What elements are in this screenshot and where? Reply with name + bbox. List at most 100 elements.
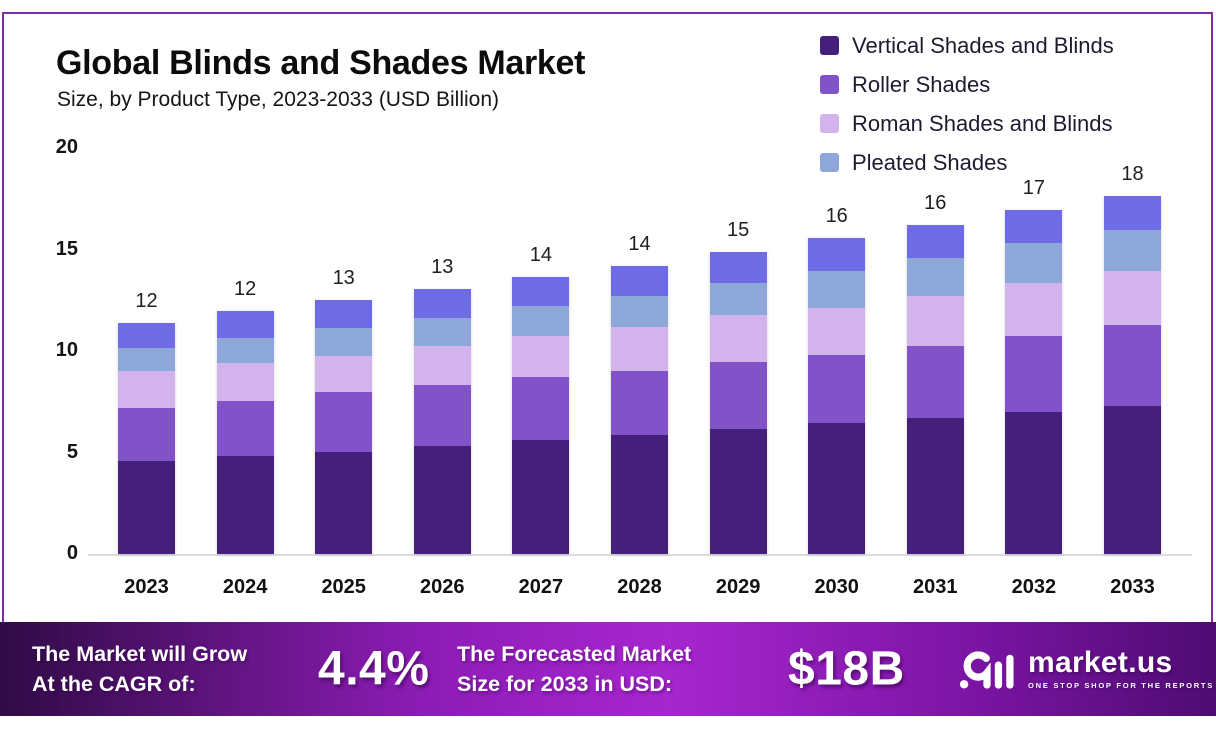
- x-tick-label: 2028: [617, 576, 662, 598]
- bar-segment: [413, 317, 471, 346]
- bar-total-label: 16: [924, 192, 947, 215]
- bar-segment: [118, 371, 175, 408]
- forecast-label-line1: The Forecasted Market: [457, 642, 692, 666]
- bar-segment: [1005, 243, 1063, 284]
- cagr-label: The Market will Grow At the CAGR of:: [32, 639, 247, 699]
- cagr-value: 4.4%: [318, 642, 430, 696]
- bar-segment: [512, 335, 570, 378]
- bar-total-label: 17: [1022, 176, 1046, 199]
- stacked-bar-2028: [611, 265, 668, 554]
- bar-total-label: 13: [431, 256, 454, 279]
- stacked-bar-2025: [315, 300, 373, 554]
- y-tick-label: 10: [55, 339, 78, 361]
- bar-segment: [1005, 209, 1063, 244]
- stacked-bar-2029: [709, 251, 767, 554]
- stacked-bar-2024: [216, 311, 274, 554]
- bar-segment: [611, 326, 668, 372]
- bar-segment: [512, 276, 570, 307]
- bar-total-label: 12: [233, 278, 257, 301]
- bar-total-label: 13: [332, 267, 355, 290]
- bar-segment: [1104, 324, 1161, 406]
- brand-name: market.us: [1028, 646, 1173, 679]
- bar-segment: [906, 345, 964, 418]
- bar-total-label: 14: [529, 243, 553, 266]
- x-tick-label: 2032: [1011, 576, 1057, 598]
- brand-lockup: market.us ONE STOP SHOP FOR THE REPORTS: [958, 645, 1214, 693]
- bar-segment: [512, 377, 570, 441]
- y-tick-label: 15: [55, 237, 78, 260]
- bar-segment: [808, 238, 866, 271]
- footer-banner: The Market will Grow At the CAGR of: 4.4…: [0, 622, 1216, 716]
- stacked-bar-2023: [118, 322, 175, 554]
- x-tick-label: 2027: [518, 576, 564, 598]
- stacked-bar-2027: [512, 276, 570, 554]
- legend-swatch-icon: [820, 153, 839, 172]
- legend: Vertical Shades and Blinds Roller Shades R…: [820, 26, 1114, 182]
- bar-total-label: 16: [825, 205, 848, 228]
- x-tick-label: 2026: [420, 576, 465, 598]
- x-tick-label: 2023: [124, 576, 169, 598]
- bar-segment: [118, 460, 175, 554]
- marketus-logo-icon: [959, 651, 1014, 689]
- bar-segment: [1005, 283, 1063, 336]
- bar-segment: [709, 251, 767, 284]
- y-tick-label: 5: [66, 440, 78, 463]
- bar-segment: [315, 391, 373, 452]
- x-tick-label: 2033: [1110, 576, 1155, 598]
- stacked-bar-2030: [808, 238, 866, 554]
- bar-total-label: 12: [135, 289, 158, 312]
- bar-total-label: 14: [628, 232, 651, 255]
- stacked-bar-2031: [906, 225, 964, 554]
- bar-segment: [611, 265, 668, 297]
- bar-segment: [216, 455, 274, 554]
- bar-segment: [611, 296, 668, 327]
- legend-item: Roman Shades and Blinds: [820, 104, 1114, 143]
- bar-segment: [413, 345, 471, 385]
- bar-segment: [216, 363, 274, 401]
- bar-segment: [315, 356, 373, 392]
- bar-total-label: 15: [726, 218, 750, 241]
- x-tick-label: 2024: [222, 576, 268, 598]
- chart-subtitle: Size, by Product Type, 2023-2033 (USD Bi…: [57, 88, 500, 111]
- bar-segment: [709, 283, 767, 316]
- bar-segment: [216, 400, 274, 456]
- bar-segment: [906, 257, 964, 297]
- legend-label: Vertical Shades and Blinds: [852, 32, 1114, 58]
- bar-segment: [906, 296, 964, 346]
- bar-segment: [808, 355, 866, 424]
- bar-segment: [413, 446, 471, 554]
- bar-segment: [1104, 405, 1161, 554]
- cagr-label-line2: At the CAGR of:: [32, 672, 196, 696]
- legend-label: Roller Shades: [852, 71, 991, 97]
- bar-segment: [118, 347, 175, 372]
- bar-segment: [611, 435, 668, 554]
- x-tick-label: 2025: [321, 576, 366, 598]
- legend-item: Pleated Shades: [820, 143, 1114, 182]
- bar-segment: [709, 429, 767, 554]
- forecast-value: $18B: [788, 642, 905, 696]
- y-tick-label: 20: [55, 136, 78, 158]
- legend-label: Roman Shades and Blinds: [852, 110, 1113, 136]
- bar-segment: [906, 418, 964, 554]
- bar-segment: [512, 306, 570, 336]
- x-axis-line: [88, 554, 1192, 556]
- y-tick-label: 0: [66, 542, 78, 564]
- bar-segment: [808, 423, 866, 554]
- bar-segment: [216, 337, 274, 364]
- stacked-bar-2032: [1005, 209, 1063, 554]
- bar-segment: [709, 315, 767, 363]
- stacked-bar-2026: [413, 289, 471, 554]
- x-tick-label: 2031: [913, 576, 958, 598]
- bar-segment: [709, 362, 767, 430]
- bar-segment: [1104, 195, 1161, 231]
- bar-segment: [315, 327, 373, 357]
- chart-title: Global Blinds and Shades Market: [56, 44, 586, 82]
- bar-segment: [1005, 335, 1063, 412]
- bar-segment: [216, 311, 274, 338]
- bar-segment: [1005, 411, 1063, 554]
- bar-total-label: 18: [1121, 162, 1144, 185]
- brand-tagline: ONE STOP SHOP FOR THE REPORTS: [1028, 681, 1215, 690]
- bar-segment: [315, 451, 373, 554]
- bar-segment: [808, 270, 866, 309]
